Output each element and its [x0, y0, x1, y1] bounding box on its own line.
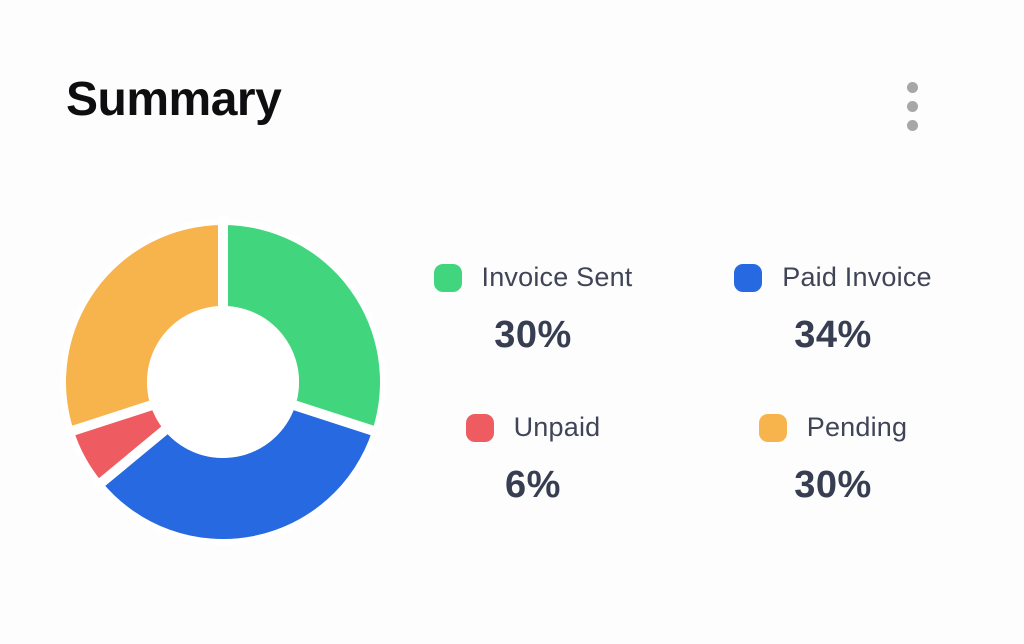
legend-item-pending: Pending 30%: [758, 412, 908, 562]
legend-percent: 30%: [794, 464, 872, 506]
legend-label: Unpaid: [513, 412, 601, 442]
unpaid-swatch-icon: [465, 413, 494, 442]
pending-swatch-icon: [758, 413, 787, 442]
legend-label: Pending: [806, 412, 908, 442]
donut-slice-invoice-sent[interactable]: [223, 225, 381, 431]
donut-slice-paid-invoice[interactable]: [102, 405, 373, 540]
legend-label: Paid Invoice: [782, 262, 932, 292]
legend-percent: 34%: [794, 314, 872, 356]
kebab-menu-button[interactable]: [899, 80, 925, 133]
paid-invoice-swatch-icon: [734, 263, 763, 292]
summary-title: Summary: [66, 73, 282, 126]
menu-dot-icon: [906, 82, 918, 93]
donut-chart-svg[interactable]: [55, 214, 391, 550]
legend-percent: 30%: [494, 314, 572, 356]
menu-dot-icon: [906, 120, 918, 131]
donut-slice-pending[interactable]: [65, 225, 223, 431]
legend-item-unpaid: Unpaid 6%: [465, 412, 601, 562]
menu-dot-icon: [906, 101, 918, 112]
legend-label: Invoice Sent: [481, 262, 633, 292]
legend-item-invoice-sent: Invoice Sent 30%: [433, 262, 633, 412]
chart-legend: Invoice Sent 30% Paid Invoice 34% Unpaid…: [383, 262, 983, 562]
invoice-sent-swatch-icon: [433, 263, 462, 292]
donut-chart[interactable]: [55, 214, 391, 550]
legend-percent: 6%: [505, 464, 561, 506]
legend-item-paid-invoice: Paid Invoice 34%: [734, 262, 932, 412]
